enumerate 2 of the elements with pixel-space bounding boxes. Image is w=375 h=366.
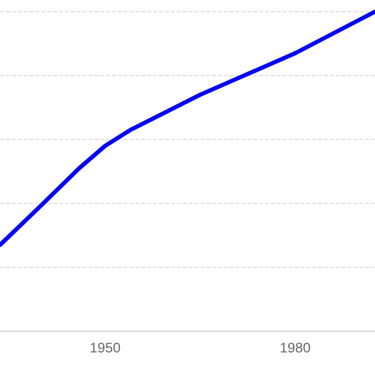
x-tick-label: 1950 — [90, 342, 120, 353]
x-tick-label: 1980 — [280, 342, 310, 353]
